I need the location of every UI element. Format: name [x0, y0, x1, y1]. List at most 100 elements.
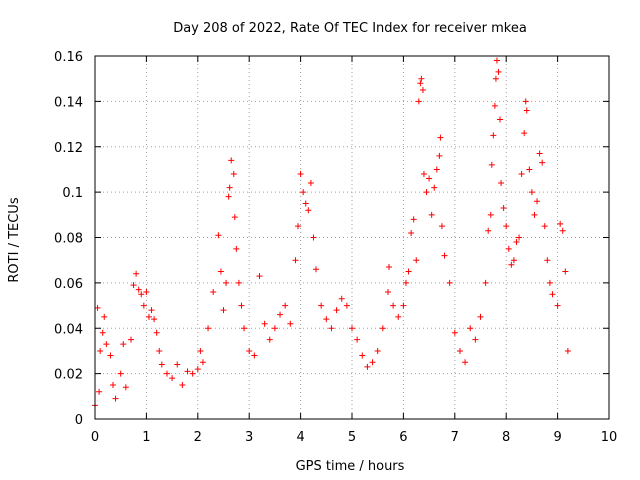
data-point — [205, 325, 212, 332]
data-point — [235, 279, 242, 286]
data-point — [472, 336, 479, 343]
data-point — [199, 359, 206, 366]
data-point — [405, 268, 412, 275]
data-point — [300, 189, 307, 196]
data-point — [251, 352, 258, 359]
data-point — [138, 291, 145, 298]
data-point — [156, 347, 163, 354]
data-point — [233, 245, 240, 252]
data-point — [287, 320, 294, 327]
data-point — [349, 325, 355, 332]
axis-ticks: 0 1 2 3 4 5 6 7 8 9 10 0 0.02 0.04 0.06 0.08 0.1 0.12 0.14… — [54, 50, 617, 445]
data-point — [135, 286, 142, 293]
data-point — [127, 336, 134, 343]
data-point — [292, 257, 299, 264]
data-point — [546, 279, 553, 286]
data-point — [418, 75, 425, 82]
data-point — [261, 320, 268, 327]
x-tick-label: 5 — [348, 430, 356, 445]
data-point — [544, 257, 551, 264]
data-point — [310, 234, 317, 241]
data-point — [226, 184, 233, 191]
data-point — [528, 189, 535, 196]
data-point — [500, 205, 507, 212]
data-point — [549, 291, 556, 298]
data-point — [230, 170, 237, 177]
data-point — [510, 257, 517, 264]
x-tick-label: 1 — [142, 430, 150, 445]
data-point — [415, 98, 422, 105]
data-point — [333, 307, 340, 314]
data-point — [122, 384, 129, 391]
data-point — [101, 313, 108, 320]
data-point — [498, 180, 505, 187]
data-point — [492, 75, 499, 82]
data-point — [97, 347, 104, 354]
x-tick-label: 3 — [245, 430, 253, 445]
data-point — [94, 304, 101, 311]
data-point — [523, 107, 530, 114]
data-point — [359, 352, 366, 359]
data-point — [536, 150, 543, 157]
data-point — [133, 270, 140, 277]
data-point — [379, 325, 386, 332]
x-tick-label: 7 — [451, 430, 459, 445]
y-axis-label: ROTI / TECUs — [7, 197, 22, 282]
data-point — [485, 227, 492, 234]
data-point — [305, 207, 312, 214]
y-tick-label: 0.02 — [54, 368, 83, 383]
data-point — [231, 214, 238, 221]
data-point — [256, 273, 263, 280]
data-point — [130, 282, 137, 289]
data-point — [120, 341, 127, 348]
data-point — [559, 227, 566, 234]
data-point — [426, 175, 433, 182]
data-point — [390, 302, 397, 309]
data-point — [266, 336, 273, 343]
x-tick-label: 9 — [553, 430, 561, 445]
data-point — [282, 302, 289, 309]
data-point — [495, 68, 502, 75]
y-tick-label: 0.08 — [54, 232, 83, 247]
y-tick-label: 0.06 — [54, 277, 83, 292]
data-point — [490, 132, 497, 139]
data-point — [384, 288, 391, 295]
data-point — [534, 198, 541, 205]
x-tick-label: 8 — [502, 430, 510, 445]
data-point — [364, 363, 371, 370]
data-point — [194, 366, 201, 373]
data-point — [109, 381, 116, 388]
data-point — [228, 157, 235, 164]
data-point — [428, 211, 435, 218]
data-point — [431, 184, 438, 191]
x-tick-label: 0 — [91, 430, 99, 445]
data-point — [369, 359, 376, 366]
data-point — [189, 370, 196, 377]
data-point — [153, 329, 160, 336]
data-point — [441, 252, 448, 259]
data-point — [246, 347, 253, 354]
data-point — [386, 263, 393, 270]
data-point — [482, 279, 489, 286]
data-point — [343, 302, 350, 309]
data-point — [103, 341, 110, 348]
data-point — [554, 302, 561, 309]
y-tick-label: 0.12 — [54, 141, 83, 156]
data-point — [477, 313, 484, 320]
data-point — [487, 211, 494, 218]
data-point — [148, 307, 155, 314]
data-point — [451, 329, 458, 336]
y-tick-label: 0 — [75, 413, 83, 428]
data-point — [539, 159, 546, 166]
data-point — [328, 325, 335, 332]
data-point — [295, 223, 302, 230]
data-point — [513, 239, 520, 246]
data-point — [526, 166, 533, 173]
data-point — [140, 302, 147, 309]
data-point — [215, 232, 222, 239]
x-tick-label: 10 — [601, 430, 618, 445]
data-point — [410, 216, 417, 223]
data-point — [521, 130, 528, 137]
data-point — [143, 288, 150, 295]
